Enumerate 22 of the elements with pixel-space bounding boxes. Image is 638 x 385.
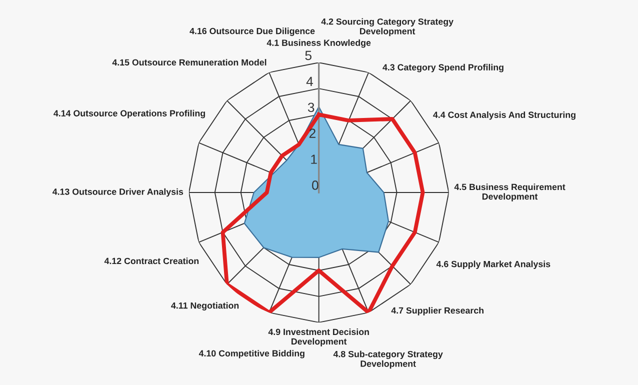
spoke-label: 4.7 Supplier Research bbox=[391, 307, 484, 316]
spoke-label: 4.8 Sub-category Strategy Development bbox=[333, 350, 443, 369]
y-tick-label: 0 bbox=[312, 180, 318, 190]
spoke-label: 4.4 Cost Analysis And Structuring bbox=[433, 111, 576, 120]
y-tick-label: 5 bbox=[305, 50, 312, 60]
spoke-label: 4.10 Competitive Bidding bbox=[198, 350, 304, 358]
spoke-label: 4.13 Outsource Driver Analysis bbox=[52, 188, 184, 197]
spoke-label: 4.14 Outsource Operations Profiling bbox=[54, 110, 205, 118]
spoke-label: 4.12 Contract Creation bbox=[104, 258, 199, 264]
spoke-label: 4.11 Negotiation bbox=[171, 302, 239, 310]
spoke-label: 4.5 Business Requirement Development bbox=[454, 184, 566, 202]
y-tick-label: 2 bbox=[309, 128, 316, 138]
spoke-label: 4.15 Outsource Remuneration Model bbox=[112, 59, 266, 66]
y-tick-label: 4 bbox=[306, 76, 314, 86]
spoke-label: 4.16 Outsource Due Diligence bbox=[190, 28, 315, 36]
spoke-label: 4.1 Business Knowledge bbox=[266, 39, 371, 48]
spoke-label: 4.6 Supply Market Analysis bbox=[436, 260, 550, 269]
y-tick-label: 3 bbox=[308, 102, 314, 112]
y-tick-label: 1 bbox=[311, 154, 317, 164]
spoke-label: 4.2 Sourcing Category Strategy Development bbox=[321, 18, 454, 36]
spoke-label: 4.3 Category Spend Profiling bbox=[382, 64, 504, 72]
spoke-label: 4.9 Investment Decision Development bbox=[268, 328, 369, 346]
